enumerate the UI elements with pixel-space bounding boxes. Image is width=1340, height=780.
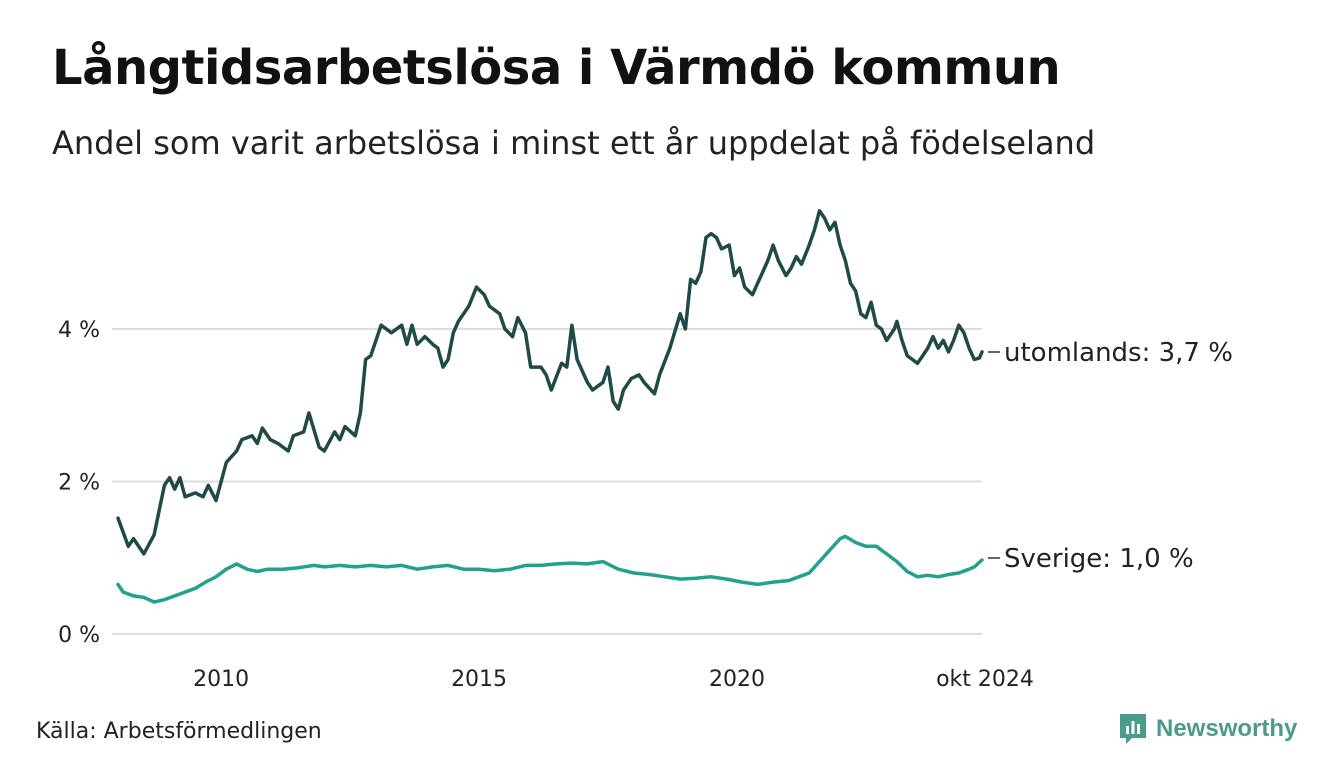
y-tick-label: 0 % xyxy=(58,623,100,648)
y-tick-label: 4 % xyxy=(58,318,100,343)
series-end-label: utomlands: 3,7 % xyxy=(1004,338,1233,368)
series-end-label: Sverige: 1,0 % xyxy=(1004,544,1194,574)
x-tick-label: 2020 xyxy=(709,667,765,692)
newsworthy-logo-icon xyxy=(1120,714,1146,744)
x-tick-label: 2010 xyxy=(193,667,249,692)
chart-title: Långtidsarbetslösa i Värmdö kommun xyxy=(52,40,1061,96)
chart-subtitle: Andel som varit arbetslösa i minst ett å… xyxy=(52,124,1096,162)
brand-name: Newsworthy xyxy=(1156,715,1298,742)
gridlines xyxy=(112,328,982,635)
series-labels: utomlands: 3,7 % Sverige: 1,0 % xyxy=(988,338,1233,574)
series-line-sverige xyxy=(116,534,984,604)
x-tick-label: okt 2024 xyxy=(936,667,1034,692)
series-lines xyxy=(116,209,984,604)
y-tick-label: 2 % xyxy=(58,471,100,496)
brand-logo[interactable]: Newsworthy xyxy=(1118,712,1297,746)
x-axis-ticks: 2010 2015 2020 okt 2024 xyxy=(193,667,1034,692)
x-tick-label: 2015 xyxy=(451,667,507,692)
y-axis-ticks: 0 % 2 % 4 % xyxy=(58,318,100,648)
source-note: Källa: Arbetsförmedlingen xyxy=(36,719,322,744)
series-line-utomlands xyxy=(116,209,984,556)
